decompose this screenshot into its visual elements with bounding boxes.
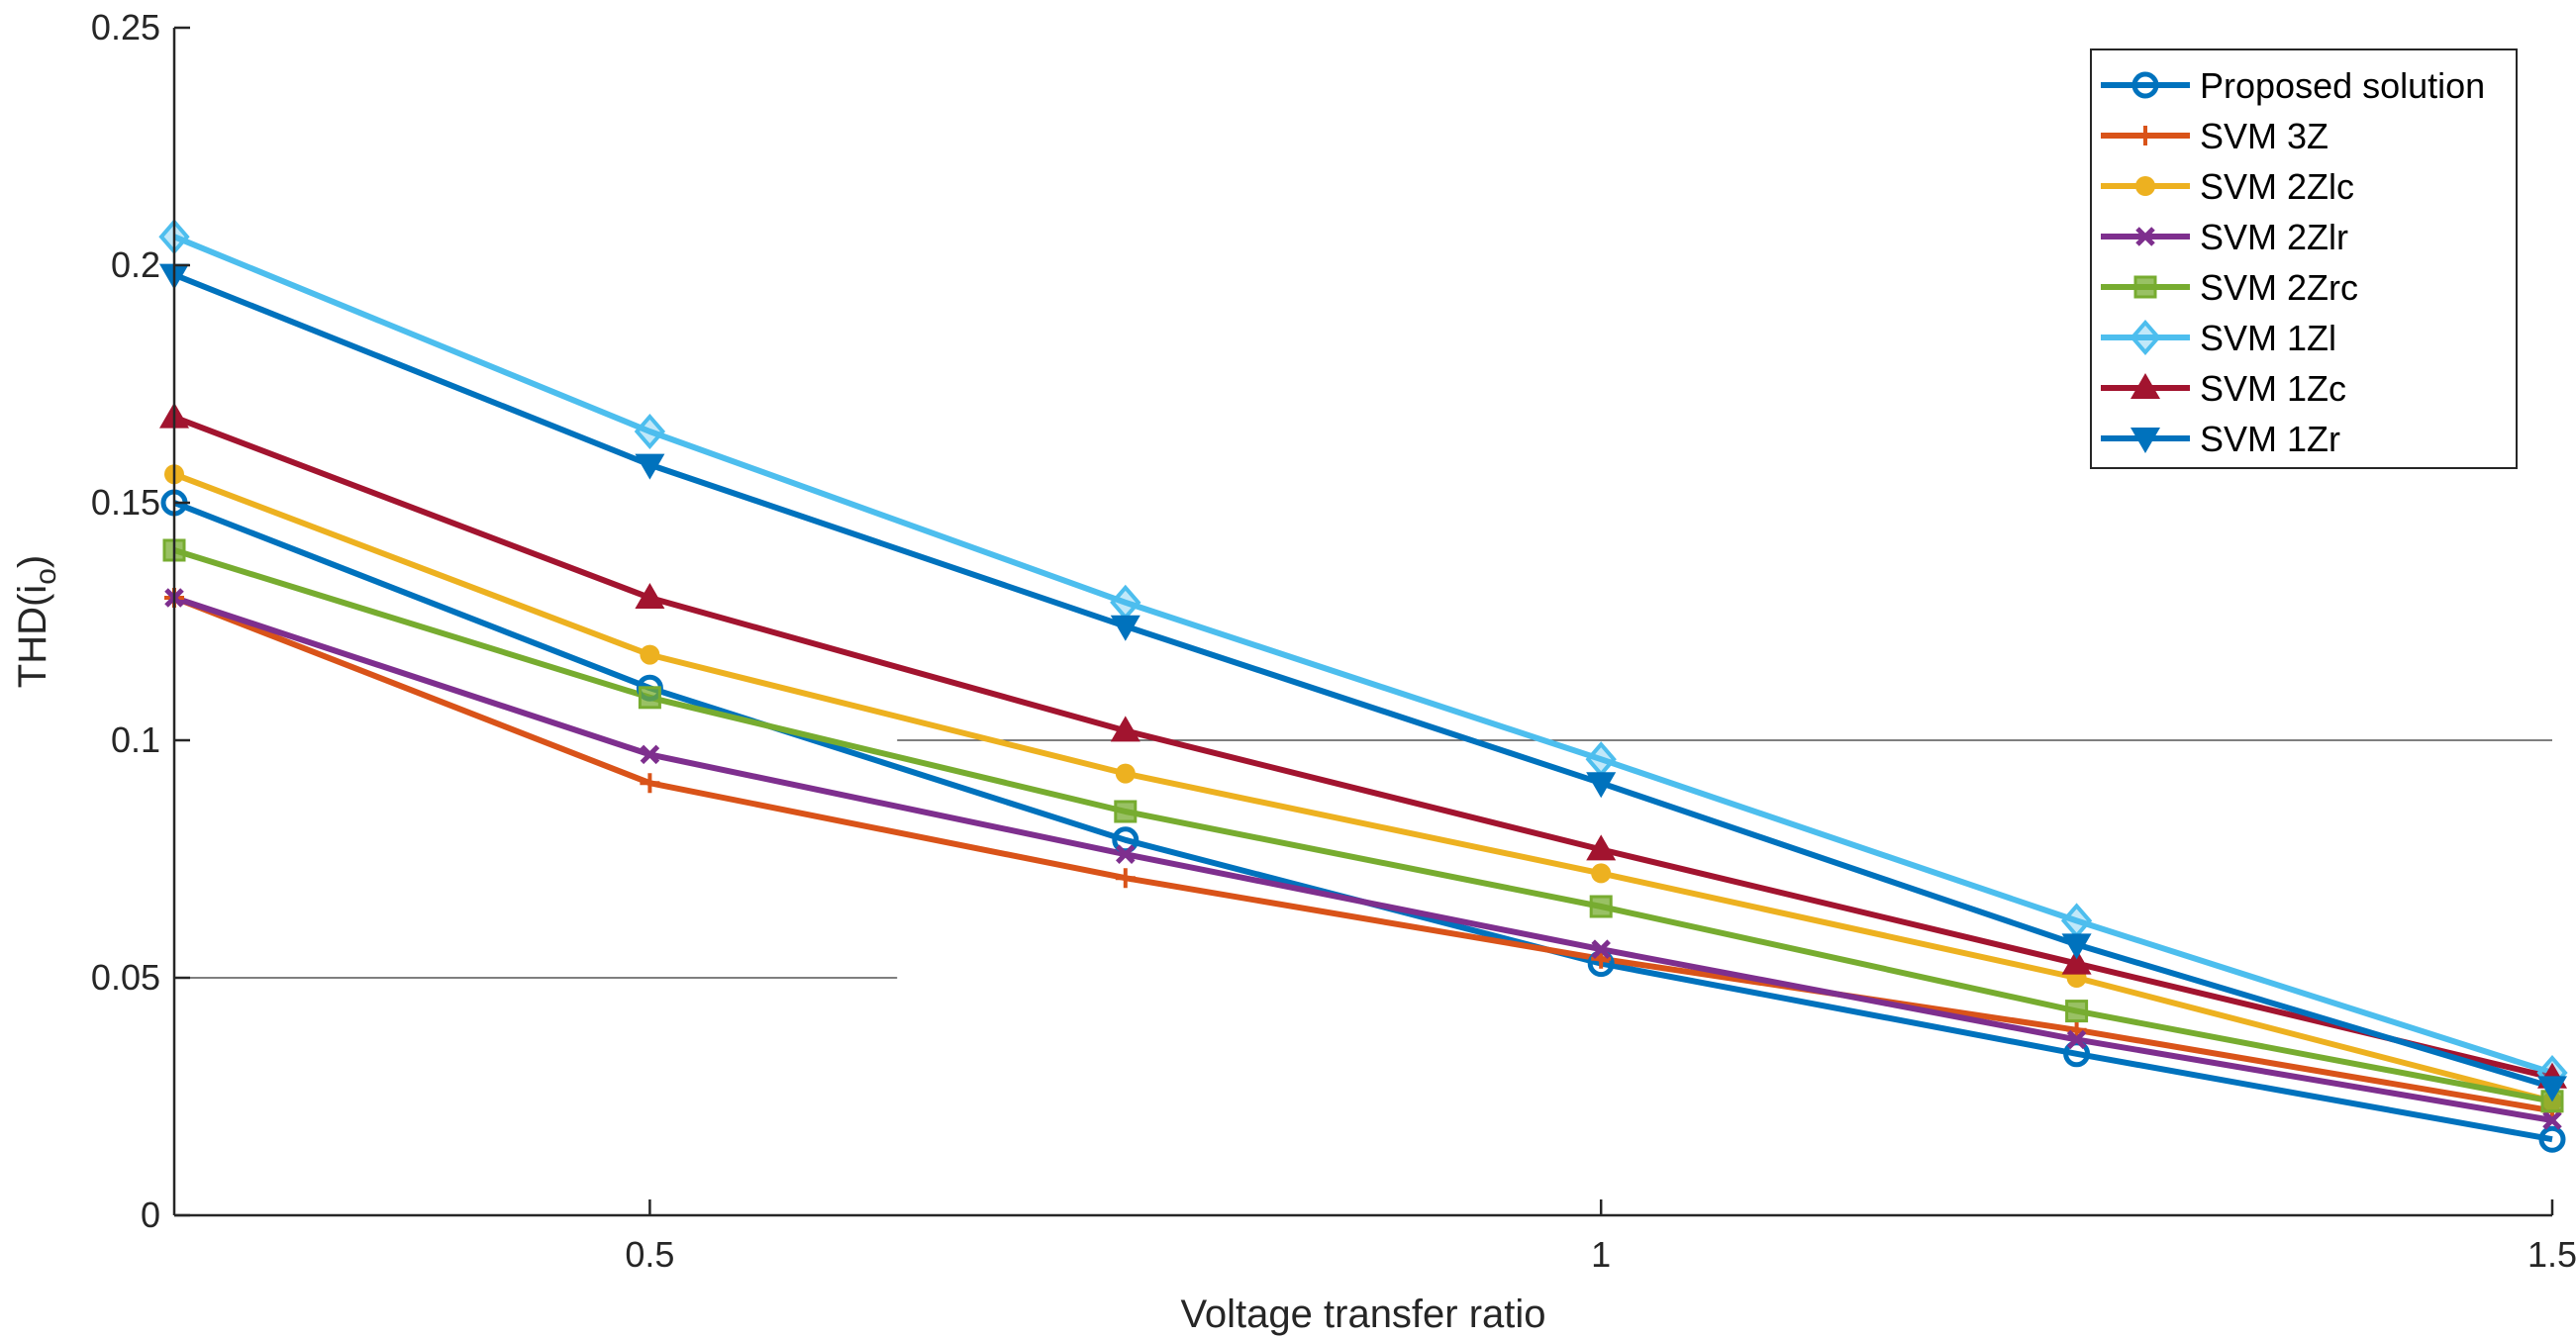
axes [172,28,2552,1217]
data-point [1115,868,1136,889]
y-ticks: 0 0.05 0.1 0.15 0.2 0.25 [91,7,190,1235]
y-tick-label: 0 [141,1195,160,1235]
legend-entry: SVM 1Zr [2200,419,2340,459]
data-point [638,686,661,710]
legend-entry: SVM 1Zl [2200,318,2336,358]
legend-swatch-marker [2130,373,2160,399]
legend-entry: SVM 2Zrc [2200,267,2358,308]
y-tick-label: 0.15 [91,482,160,523]
legend-swatch-marker [2133,275,2157,299]
legend-entry: SVM 2Zlr [2200,217,2348,257]
series-line [173,595,2553,1123]
legend-entry: Proposed solution [2200,65,2485,106]
data-point [635,583,665,609]
series-line [172,595,2553,1114]
data-point [2066,1029,2087,1050]
legend: Proposed solution SVM 3Z SVM 2Zlc SVM 2Zlr S… [2090,48,2518,469]
data-point [640,773,660,794]
data-point [634,413,666,450]
data-point [1115,763,1136,784]
data-point [1585,741,1617,778]
x-axis-label: Voltage transfer ratio [1180,1292,1545,1336]
legend-entry: SVM 1Zc [2200,368,2346,409]
data-point [1110,716,1140,742]
data-point [1110,615,1140,641]
data-point [2060,903,2093,939]
y-axis-label: THD(io) [11,555,62,688]
data-point [2065,1000,2089,1023]
legend-swatch-marker [2130,319,2161,356]
y-tick-label: 0.25 [91,7,160,48]
y-tick-label: 0.1 [111,719,160,760]
data-point [1116,844,1136,864]
x-tick-label: 1 [1591,1234,1611,1275]
x-ticks: 0.5 1 1.5 [625,1199,2576,1275]
x-tick-label: 1.5 [2527,1234,2576,1275]
data-point [1110,584,1141,621]
data-point [1114,800,1138,823]
data-point [1589,895,1613,918]
legend-swatch-marker [2130,428,2160,453]
data-point [2537,1076,2567,1102]
x-tick-label: 0.5 [625,1234,674,1275]
legend-swatch-marker [2131,71,2159,99]
series-line [172,271,2553,1091]
legend-swatch-marker [2135,126,2155,145]
series-line [172,414,2553,1081]
data-point [2538,1125,2566,1153]
legend-swatch-marker [2135,227,2155,246]
data-point [1591,863,1612,884]
legend-entry: SVM 3Z [2200,116,2328,156]
data-point [640,744,660,765]
data-point [2061,948,2092,975]
series-line [172,234,2553,1076]
series-line [173,547,2553,1104]
legend-entry: SVM 2Zlc [2200,166,2354,207]
series-lines [172,234,2553,1143]
legend-box [2090,48,2518,469]
y-tick-label: 0.05 [91,957,160,998]
data-point [2542,1110,2562,1130]
data-point [635,453,665,480]
data-point [640,644,660,665]
y-tick-label: 0.2 [111,244,160,285]
data-point [1591,939,1611,959]
series-line [172,471,2553,1104]
legend-swatch-marker [2135,176,2155,196]
data-point [1586,772,1617,799]
data-point [1586,834,1617,861]
data-point [2061,933,2092,960]
